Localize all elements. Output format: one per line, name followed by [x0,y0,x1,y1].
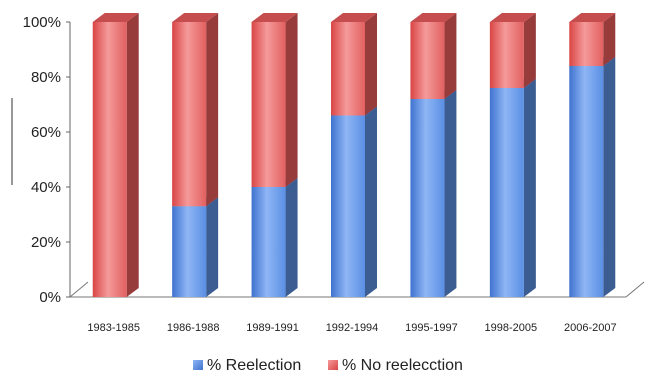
x-category-label: 1992-1994 [326,322,379,334]
bar-reelection [331,106,377,297]
bar-top-face [410,13,457,22]
y-tick-label: 0% [39,289,61,306]
y-tick-label: 80% [31,69,61,86]
bar-reelection [410,90,457,297]
bar-side-face [603,57,616,297]
bar-no-reelection [569,13,616,66]
bar-top-face [489,13,536,22]
bar-reelection [569,57,616,297]
bar-front-face [569,66,604,297]
bar-reelection [489,79,536,297]
bar-no-reelection [410,13,457,99]
bar-no-reelection [172,13,219,207]
bar-no-reelection [251,13,298,187]
bar-front-face [172,22,207,207]
bar-side-face [444,13,457,99]
bar-top-face [172,13,219,22]
bar-side-face [285,13,298,187]
legend-label: % No reelecction [342,357,463,374]
bar-front-face [489,22,524,88]
legend-item-no-reelection: % No reelecction [328,357,463,374]
y-tick-label: 40% [31,179,61,196]
bar-no-reelection [331,13,377,116]
bar-front-face [251,22,286,187]
legend-label: % Reelection [207,357,301,374]
bar-side-face [365,13,377,116]
x-category-label: 1986-1988 [167,322,220,334]
x-category-label: 1989-1991 [246,322,299,334]
legend-item-reelection: % Reelection [193,357,301,374]
bar-side-face [206,13,219,207]
bars [92,13,616,297]
floor-left-edge [69,281,89,298]
bar-front-face [92,22,127,297]
bar-side-face [523,13,536,88]
floor-right-edge [625,281,645,298]
bar-front-face [410,99,445,297]
x-category-label: 1983-1985 [87,322,140,334]
bar-front-face [331,22,365,116]
x-category-label: 2006-2007 [564,322,617,334]
bar-front-face [489,88,524,297]
bar-front-face [410,22,445,99]
bar-no-reelection [489,13,536,88]
legend-swatch [328,360,338,370]
y-tick-label: 60% [31,124,61,141]
bar-top-face [251,13,298,22]
bar-front-face [331,115,365,297]
bar-side-face [126,13,139,297]
bar-top-face [569,13,616,22]
bar-reelection [172,197,219,297]
bar-side-face [285,178,298,297]
bar-reelection [251,178,298,297]
bar-side-face [206,197,219,297]
bar-top-face [331,13,377,22]
bar-side-face [444,90,457,297]
bar-front-face [172,206,207,297]
bar-no-reelection [92,13,139,297]
bar-side-face [523,79,536,297]
axis-labels: 0% 20% 40% 60% 80% 100% 1983-1985 1986-1988 1989… [23,14,617,334]
legend-swatch [193,360,203,370]
bar-side-face [365,106,377,297]
bar-top-face [92,13,139,22]
bar-side-face [603,13,616,66]
y-tick-label: 100% [23,14,61,31]
bar-front-face [251,187,286,297]
bar-front-face [569,22,604,66]
legend: % Reelection % No reelecction [193,357,463,374]
x-category-label: 1995-1997 [405,322,458,334]
x-category-label: 1998-2005 [485,322,538,334]
y-tick-label: 20% [31,234,61,251]
